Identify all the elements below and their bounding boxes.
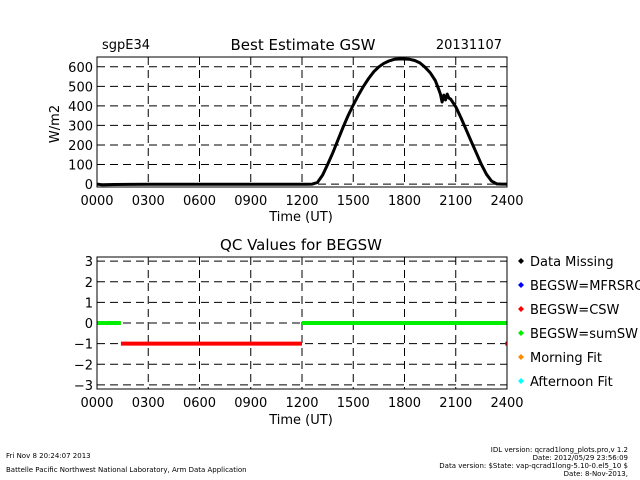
- footer-idl-version: IDL version: qcrad1long_plots.pro,v 1.2: [490, 446, 628, 454]
- y-tick-label: 500: [68, 80, 93, 95]
- x-tick-label: 2100: [439, 396, 472, 411]
- tick-labels: 0000 0300 0600 0900 1200 1500 1800 2100 2400 0 100…: [68, 61, 523, 209]
- footer-data-version: Data version: $State: vap-qcrad1long-5.1…: [439, 462, 628, 470]
- legend-marker: [518, 282, 524, 288]
- legend-label: BEGSW=sumSW: [530, 327, 638, 342]
- gsw-series-line: [96, 57, 507, 187]
- legend-label: BEGSW=MFRSRG: [530, 279, 640, 294]
- chart-title: Best Estimate GSW: [231, 36, 376, 54]
- y-tick-label: −1: [74, 338, 93, 353]
- footer-credit: Battelle Pacific Northwest National Labo…: [6, 466, 247, 474]
- y-tick-label: 3: [85, 255, 93, 270]
- series-layer: [96, 57, 507, 187]
- x-tick-label: 0900: [234, 396, 267, 411]
- legend-marker: [518, 306, 524, 312]
- x-tick-label: 0300: [132, 194, 165, 209]
- grid-lines: [97, 57, 507, 187]
- y-tick-label: 0: [85, 178, 93, 193]
- y-tick-label: 200: [68, 139, 93, 154]
- x-tick-label: 1500: [337, 194, 370, 209]
- x-tick-label: 0600: [183, 194, 216, 209]
- x-tick-label: 0300: [132, 396, 165, 411]
- x-tick-label: 2100: [439, 194, 472, 209]
- legend-marker: [518, 258, 524, 264]
- series-layer: [97, 321, 507, 346]
- footer-date2: Date: 8-Nov-2013,: [563, 470, 628, 478]
- legend-label: Morning Fit: [530, 351, 602, 366]
- x-tick-label: 1800: [388, 396, 421, 411]
- legend: Data Missing BEGSW=MFRSRG BEGSW=CSW BEGSW=s…: [518, 255, 640, 390]
- x-tick-label: 1800: [388, 194, 421, 209]
- x-tick-label: 0600: [183, 396, 216, 411]
- y-tick-label: −3: [74, 379, 93, 394]
- legend-label: Data Missing: [530, 255, 614, 270]
- y-tick-label: 1: [85, 296, 93, 311]
- y-tick-label: 600: [68, 61, 93, 76]
- plot-frame: [96, 56, 508, 188]
- tick-labels: 0000 0300 0600 0900 1200 1500 1800 2100 2400 3 2 1 0…: [74, 255, 524, 411]
- y-tick-label: 400: [68, 100, 93, 115]
- legend-label: Afternoon Fit: [530, 375, 613, 390]
- footer-version-block: IDL version: qcrad1long_plots.pro,v 1.2 …: [439, 446, 628, 478]
- x-tick-label: 0000: [80, 396, 113, 411]
- y-tick-label: 2: [85, 276, 93, 291]
- x-tick-label: 1200: [285, 194, 318, 209]
- qc-chart: QC Values for BEGSW Time (UT) 0000 0300 06…: [74, 236, 640, 428]
- legend-marker: [518, 378, 524, 384]
- y-tick-label: −2: [74, 358, 93, 373]
- y-tick-label: 300: [68, 119, 93, 134]
- x-tick-label: 0000: [80, 194, 113, 209]
- date-label: 20131107: [436, 38, 502, 53]
- legend-marker: [518, 354, 524, 360]
- footer-date: Date: 2012/05/29 23:56:09: [532, 454, 628, 462]
- x-axis-label: Time (UT): [268, 413, 333, 428]
- footer-timestamp: Fri Nov 8 20:24:07 2013: [6, 452, 91, 460]
- y-axis-label: W/m2: [48, 105, 63, 143]
- site-label: sgpE34: [102, 38, 150, 53]
- x-tick-label: 0900: [234, 194, 267, 209]
- legend-label: BEGSW=CSW: [530, 303, 620, 318]
- x-tick-label: 1200: [285, 396, 318, 411]
- gsw-chart: sgpE34 Best Estimate GSW 20131107 W/m2 T…: [48, 36, 524, 225]
- plot-frame: [96, 256, 508, 390]
- x-tick-label: 1500: [337, 396, 370, 411]
- x-tick-label: 2400: [490, 396, 523, 411]
- x-axis-label: Time (UT): [268, 210, 333, 225]
- legend-marker: [518, 330, 524, 336]
- y-tick-label: 100: [68, 159, 93, 174]
- chart-title: QC Values for BEGSW: [220, 236, 382, 254]
- x-tick-label: 2400: [490, 194, 523, 209]
- y-tick-label: 0: [85, 317, 93, 332]
